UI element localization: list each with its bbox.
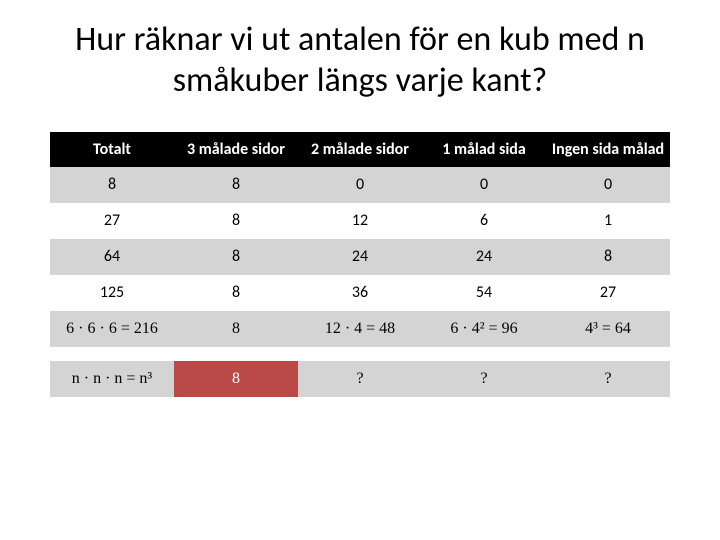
table-cell: 27: [50, 203, 174, 239]
table-cell: 1: [546, 203, 670, 239]
table-cell: 0: [298, 167, 422, 203]
table-row: 64824248: [50, 239, 670, 275]
table-cell: 6 · 4² = 96: [422, 311, 546, 347]
cube-table: Totalt 3 målade sidor 2 målade sidor 1 m…: [50, 132, 670, 397]
table-cell: 8: [174, 275, 298, 311]
table-cell: 8: [174, 311, 298, 347]
table-row: n · n · n = n³8???: [50, 361, 670, 397]
table-cell: 8: [174, 361, 298, 397]
table-cell: ?: [298, 361, 422, 397]
table-cell: ?: [422, 361, 546, 397]
table-body: 8800027812616482424812583654276 · 6 · 6 …: [50, 167, 670, 397]
table-row: [50, 347, 670, 361]
table-cell: 12: [298, 203, 422, 239]
col-header: Ingen sida målad: [546, 132, 670, 167]
table-cell-spacer: [50, 347, 174, 361]
slide: Hur räknar vi ut antalen för en kub med …: [0, 0, 720, 540]
slide-title: Hur räknar vi ut antalen för en kub med …: [50, 20, 670, 102]
table-cell-spacer: [546, 347, 670, 361]
table-header-row: Totalt 3 målade sidor 2 målade sidor 1 m…: [50, 132, 670, 167]
table-cell: 125: [50, 275, 174, 311]
table-cell: 24: [298, 239, 422, 275]
table-cell-spacer: [298, 347, 422, 361]
table-row: 6 · 6 · 6 = 216812 · 4 = 486 · 4² = 964³…: [50, 311, 670, 347]
table-cell: 0: [422, 167, 546, 203]
col-header: 1 målad sida: [422, 132, 546, 167]
table-cell-spacer: [422, 347, 546, 361]
table-cell: 24: [422, 239, 546, 275]
table-cell: 54: [422, 275, 546, 311]
table-cell: 8: [174, 203, 298, 239]
table-cell: 8: [50, 167, 174, 203]
table-cell: 27: [546, 275, 670, 311]
table-cell: 4³ = 64: [546, 311, 670, 347]
table-cell: 36: [298, 275, 422, 311]
table-row: 2781261: [50, 203, 670, 239]
table-cell: 8: [174, 167, 298, 203]
table-cell: 8: [546, 239, 670, 275]
table-cell: 12 · 4 = 48: [298, 311, 422, 347]
table-row: 88000: [50, 167, 670, 203]
table-cell: 6: [422, 203, 546, 239]
table-cell: n · n · n = n³: [50, 361, 174, 397]
table-cell: ?: [546, 361, 670, 397]
table-row: 1258365427: [50, 275, 670, 311]
table-cell-spacer: [174, 347, 298, 361]
table-cell: 6 · 6 · 6 = 216: [50, 311, 174, 347]
col-header: 2 målade sidor: [298, 132, 422, 167]
table-cell: 64: [50, 239, 174, 275]
col-header: Totalt: [50, 132, 174, 167]
table-cell: 8: [174, 239, 298, 275]
table-cell: 0: [546, 167, 670, 203]
col-header: 3 målade sidor: [174, 132, 298, 167]
